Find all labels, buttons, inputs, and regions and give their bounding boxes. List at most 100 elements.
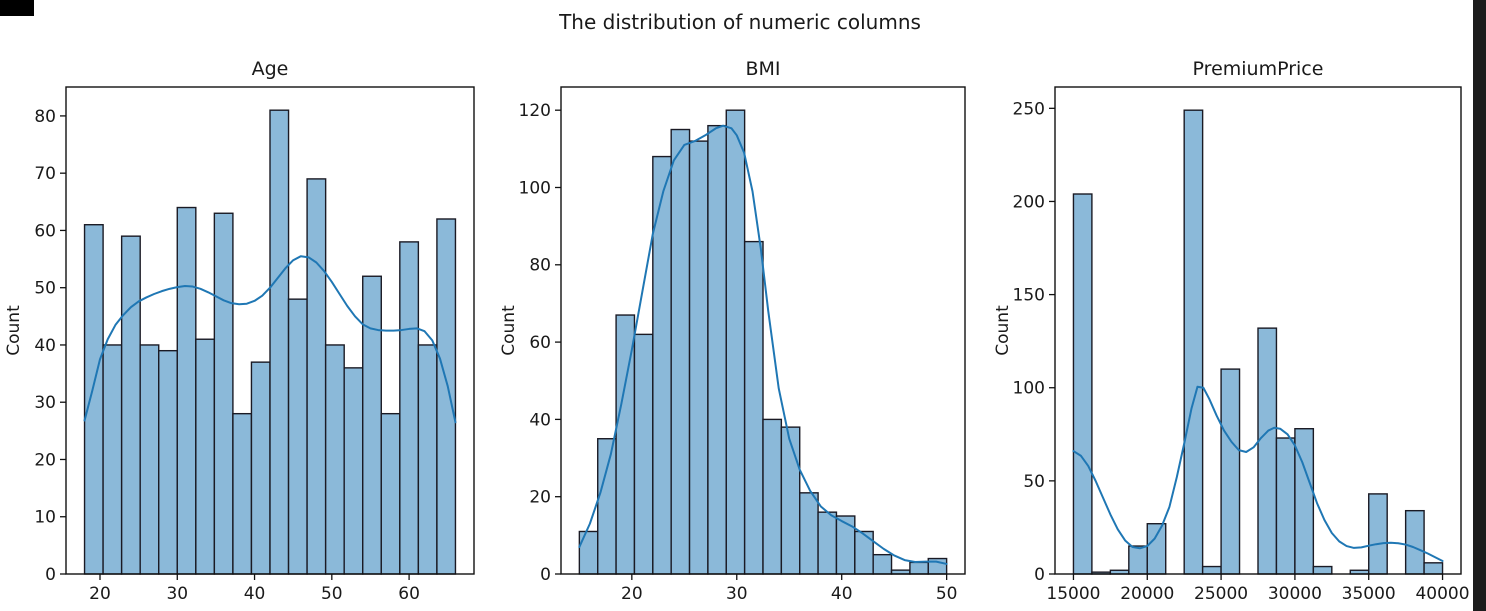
histogram-bar xyxy=(1128,545,1148,575)
y-tick-label: 60 xyxy=(529,333,551,353)
y-tick-label: 30 xyxy=(34,393,56,413)
y-tick-label: 0 xyxy=(540,565,551,585)
histogram-bar xyxy=(399,241,420,575)
histogram-bar xyxy=(139,344,160,575)
x-tick-label: 40 xyxy=(244,584,266,604)
y-tick-label: 10 xyxy=(34,508,56,528)
subplot-premiumprice-ylabel: Count xyxy=(993,305,1013,356)
axes-spines xyxy=(560,86,966,575)
right-black-strip xyxy=(1473,0,1486,611)
axes-spines xyxy=(1054,86,1462,575)
histogram-bar xyxy=(1368,493,1388,575)
histogram-bar xyxy=(287,298,308,575)
histogram-bar xyxy=(232,412,253,575)
y-tick-label: 80 xyxy=(34,107,56,127)
x-tick-label: 30000 xyxy=(1268,584,1322,604)
histogram-bar xyxy=(688,140,709,575)
histogram-bar xyxy=(854,530,874,575)
histogram-bar xyxy=(1220,368,1241,575)
histogram-bar xyxy=(436,218,457,575)
histogram-bar xyxy=(380,412,401,575)
x-tick-label: 60 xyxy=(398,584,420,604)
y-tick-label: 50 xyxy=(34,279,56,299)
histogram-bar xyxy=(799,492,819,575)
histogram-bar xyxy=(417,344,438,575)
y-tick-label: 40 xyxy=(529,410,551,430)
y-tick-label: 250 xyxy=(1013,99,1045,119)
histogram-bar xyxy=(176,206,197,575)
y-tick-label: 50 xyxy=(1023,472,1045,492)
x-tick-label: 40 xyxy=(831,584,853,604)
y-tick-label: 100 xyxy=(1013,379,1045,399)
histogram-bar xyxy=(158,349,178,575)
y-tick-label: 70 xyxy=(34,164,56,184)
histogram-bar xyxy=(306,178,327,575)
histogram-bar xyxy=(362,275,382,575)
x-tick-label: 50 xyxy=(936,584,958,604)
histogram-bar xyxy=(195,338,216,575)
subplot-bmi-title: BMI xyxy=(745,58,780,80)
x-tick-label: 20000 xyxy=(1120,584,1174,604)
y-tick-label: 100 xyxy=(519,178,551,198)
histogram-bar xyxy=(1146,523,1167,575)
y-tick-label: 80 xyxy=(529,256,551,276)
histogram-bar xyxy=(1257,327,1278,575)
histogram-bar xyxy=(269,109,290,575)
y-tick-label: 20 xyxy=(34,450,56,470)
kde-curve xyxy=(1072,385,1444,562)
histogram-bar xyxy=(835,515,856,575)
histogram-bar xyxy=(707,124,727,575)
x-tick-label: 20 xyxy=(621,584,643,604)
histogram-bar xyxy=(324,344,345,575)
kde-curve xyxy=(578,124,948,565)
histogram-bar xyxy=(872,553,893,575)
histogram-bar xyxy=(909,561,929,575)
subplot-bmi: BMI Count 20 30 40 50 0 20 40 60 80 100 120 xyxy=(499,58,966,604)
histogram-bar xyxy=(343,367,364,575)
histogram-bar xyxy=(743,240,764,575)
subplot-bmi-ylabel: Count xyxy=(499,305,519,356)
x-tick-label: 30 xyxy=(166,584,188,604)
bmi-plot-area: 20 30 40 50 0 20 40 60 80 100 120 xyxy=(519,86,966,604)
histogram-bar xyxy=(1201,565,1222,575)
age-plot-area: 20 30 40 50 60 0 10 20 30 40 50 60 70 80 xyxy=(34,86,475,604)
x-tick-label: 50 xyxy=(321,584,343,604)
premiumprice-plot-area: 15000 20000 25000 30000 35000 40000 0 50 100 150 2… xyxy=(1013,86,1470,604)
x-tick-label: 35000 xyxy=(1342,584,1396,604)
topleft-black-block xyxy=(0,0,34,16)
x-tick-label: 20 xyxy=(89,584,111,604)
subplot-premiumprice: PremiumPrice Count 15000 20000 25000 30000 3… xyxy=(993,58,1470,604)
x-tick-label: 25000 xyxy=(1194,584,1248,604)
histogram-bar xyxy=(1072,193,1093,575)
y-tick-label: 20 xyxy=(529,488,551,508)
histogram-bar xyxy=(83,224,104,575)
histogram-bar xyxy=(670,128,691,575)
figure-suptitle: The distribution of numeric columns xyxy=(558,10,921,34)
histogram-bar xyxy=(780,426,801,575)
histogram-bar xyxy=(633,333,654,575)
histogram-bar xyxy=(1275,437,1296,575)
subplot-premiumprice-title: PremiumPrice xyxy=(1193,58,1324,80)
histogram-bar xyxy=(578,530,599,575)
kde-curve xyxy=(83,255,457,424)
histogram-bar xyxy=(1404,509,1425,575)
y-tick-label: 0 xyxy=(45,565,56,585)
y-tick-label: 0 xyxy=(1034,565,1045,585)
y-tick-label: 40 xyxy=(34,336,56,356)
y-tick-label: 150 xyxy=(1013,286,1045,306)
x-tick-label: 15000 xyxy=(1046,584,1100,604)
axes-spines xyxy=(65,86,475,575)
subplot-age: Age Count 20 30 40 50 60 0 10 20 30 40 50 60 70 80 xyxy=(4,58,475,604)
histogram-bar xyxy=(817,511,838,575)
histogram-bar xyxy=(725,109,746,575)
histogram-bar xyxy=(213,212,234,575)
subplot-age-title: Age xyxy=(252,58,289,80)
subplot-age-ylabel: Count xyxy=(4,305,24,356)
histogram-bar xyxy=(1312,565,1333,575)
x-tick-label: 30 xyxy=(726,584,748,604)
histogram-bar xyxy=(1183,109,1204,575)
histogram-bar xyxy=(250,361,271,575)
histogram-bar xyxy=(102,344,123,575)
